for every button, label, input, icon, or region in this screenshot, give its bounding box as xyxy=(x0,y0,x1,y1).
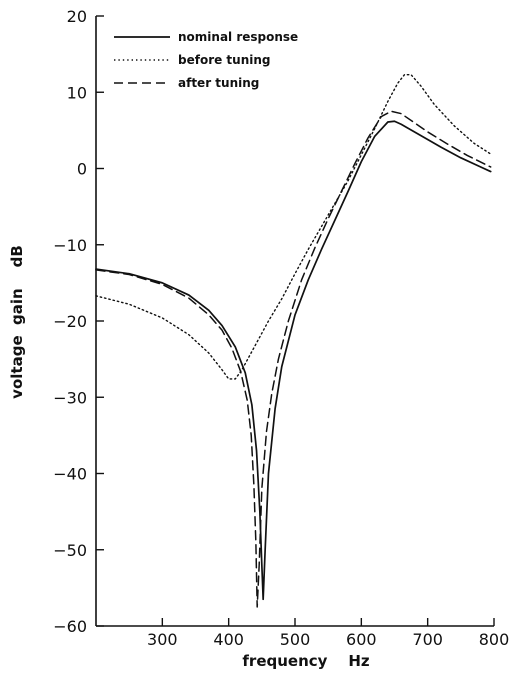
legend-label: nominal response xyxy=(178,30,298,44)
y-tick-label: −40 xyxy=(53,465,87,484)
y-tick-label: −30 xyxy=(53,388,87,407)
x-tick-label: 300 xyxy=(147,630,178,649)
y-tick-label: 20 xyxy=(67,7,87,26)
y-tick-label: −10 xyxy=(53,236,87,255)
legend: nominal response before tuning after tunin… xyxy=(114,30,298,90)
x-tick-label: 800 xyxy=(479,630,510,649)
y-tick-label: −50 xyxy=(53,541,87,560)
series-layer xyxy=(95,74,492,608)
axes: −60 −50 −40 −30 −20 −10 0 10 20 300 400 500 600 700 80… xyxy=(53,7,509,649)
y-axis-label: voltage gain dB xyxy=(8,245,26,399)
y-tick-label: 10 xyxy=(67,83,87,102)
x-tick-label: 500 xyxy=(280,630,311,649)
series-line-before-tuning xyxy=(95,74,492,380)
y-tick-label: 0 xyxy=(77,160,87,179)
x-tick-label: 600 xyxy=(346,630,377,649)
y-tick-label: −60 xyxy=(53,617,87,636)
x-tick-label: 700 xyxy=(412,630,443,649)
x-tick-label: 400 xyxy=(213,630,244,649)
x-axis-label: frequency Hz xyxy=(242,652,369,670)
series-line-after-tuning xyxy=(95,110,492,608)
series-line-nominal-response xyxy=(95,120,492,601)
y-tick-label: −20 xyxy=(53,312,87,331)
legend-label: after tuning xyxy=(178,76,259,90)
legend-label: before tuning xyxy=(178,53,271,67)
